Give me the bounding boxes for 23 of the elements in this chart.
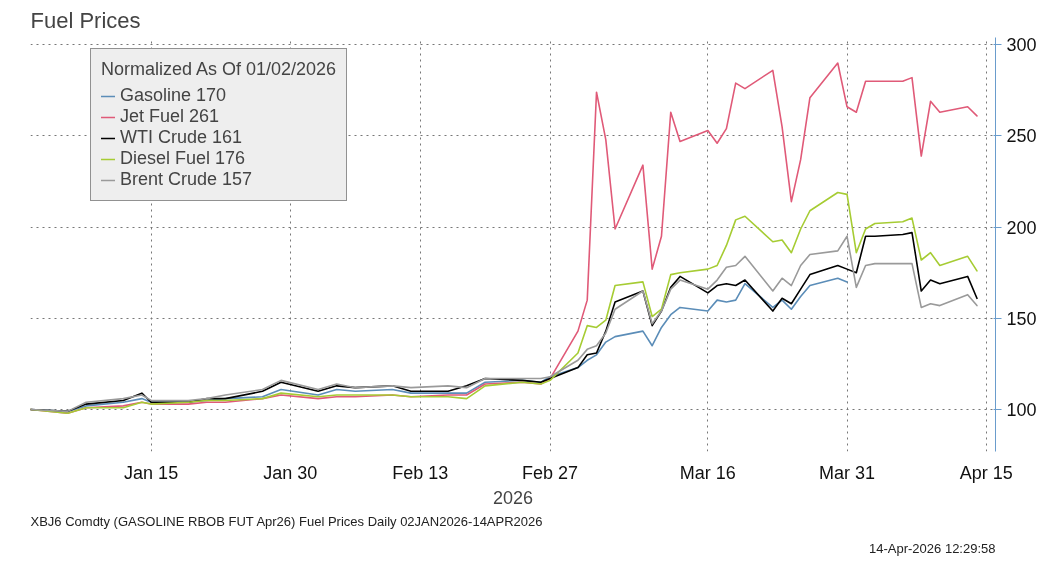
text: XBJ6 Comdty (GASOLINE RBOB FUT Apr26) Fuel Prices Daily 02JAN2026-14APR2026 <box>30 513 543 529</box>
legend-title: Normalized As Of 01/02/2026 <box>101 59 337 80</box>
x-axis-title: 2026 <box>492 487 534 508</box>
legend-label: Gasoline 170 <box>120 85 227 106</box>
x-tick-label: Mar 16 <box>679 462 736 483</box>
x-tick-label: Apr 15 <box>959 462 1013 483</box>
x-tick-label: Feb 27 <box>522 462 579 483</box>
x-tick-label: Feb 13 <box>392 462 449 483</box>
chart-title: Fuel Prices <box>30 7 141 33</box>
legend-label: Brent Crude 157 <box>120 169 253 190</box>
legend-label: WTI Crude 161 <box>120 127 243 148</box>
y-tick-label: 150 <box>1006 308 1037 329</box>
line-series <box>30 191 978 414</box>
x-tick-label: Mar 31 <box>819 462 876 483</box>
legend-label: Jet Fuel 261 <box>120 106 220 127</box>
y-tick-label: 100 <box>1006 400 1037 421</box>
y-tick-label: 250 <box>1006 126 1037 147</box>
y-tick-label: 200 <box>1006 217 1037 238</box>
x-tick-label: Jan 30 <box>263 462 318 483</box>
x-tick-label: Jan 15 <box>124 462 179 483</box>
legend-label: Diesel Fuel 176 <box>120 148 246 169</box>
text: 14-Apr-2026 12:29:58 <box>869 540 996 556</box>
y-tick-label: 300 <box>1006 35 1037 56</box>
